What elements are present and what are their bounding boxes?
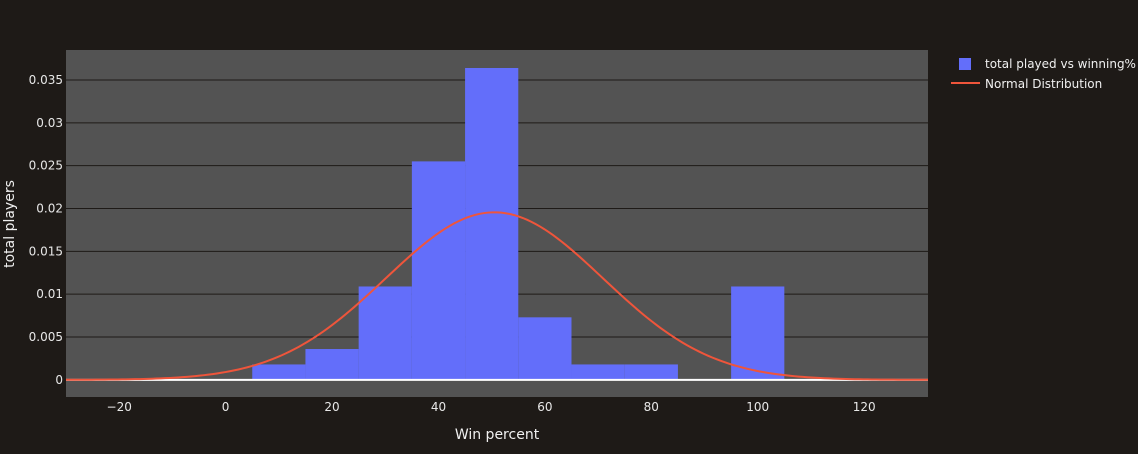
histogram-bar[interactable] (518, 317, 572, 380)
histogram-bar[interactable] (465, 67, 519, 380)
legend-label-normal: Normal Distribution (985, 77, 1102, 91)
legend-label-histogram: total played vs winning% (985, 57, 1136, 71)
histogram-bar[interactable] (411, 161, 466, 380)
x-axis-ticks: −20 0 20 40 60 80 100 120 (107, 400, 876, 414)
y-tick-label: 0.01 (36, 287, 63, 301)
x-tick-label: 100 (746, 400, 769, 414)
y-tick-label: 0.02 (36, 202, 63, 216)
x-tick-label: 120 (853, 400, 876, 414)
y-tick-label: 0.03 (36, 116, 63, 130)
x-tick-label: 40 (431, 400, 446, 414)
y-tick-label: 0.035 (29, 73, 63, 87)
y-tick-label: 0.005 (29, 330, 63, 344)
histogram-bars (252, 67, 785, 380)
histogram-bar[interactable] (624, 364, 678, 380)
x-axis-title: Win percent (455, 427, 540, 443)
y-tick-label: 0 (55, 373, 63, 387)
histogram-bar[interactable] (305, 349, 359, 380)
normal-distribution-line (65, 211, 929, 381)
y-tick-label: 0.015 (29, 244, 63, 258)
x-tick-label: 0 (222, 400, 230, 414)
histogram-bar[interactable] (731, 286, 785, 380)
histogram-bar[interactable] (571, 364, 625, 380)
legend[interactable]: total played vs winning% Normal Distribu… (951, 57, 1136, 91)
legend-swatch-bar (959, 58, 971, 70)
x-tick-label: 60 (537, 400, 552, 414)
y-tick-label: 0.025 (29, 159, 63, 173)
legend-item-histogram[interactable]: total played vs winning% (959, 57, 1136, 71)
histogram-bar[interactable] (252, 364, 306, 380)
x-tick-label: 80 (644, 400, 659, 414)
y-axis-title: total players (2, 180, 18, 268)
y-axis-ticks: 0 0.005 0.01 0.015 0.02 0.025 0.03 0.035 (29, 73, 63, 387)
x-tick-label: −20 (107, 400, 132, 414)
legend-item-normal[interactable]: Normal Distribution (951, 77, 1102, 91)
x-tick-label: 20 (324, 400, 339, 414)
histogram-bar[interactable] (358, 286, 412, 380)
